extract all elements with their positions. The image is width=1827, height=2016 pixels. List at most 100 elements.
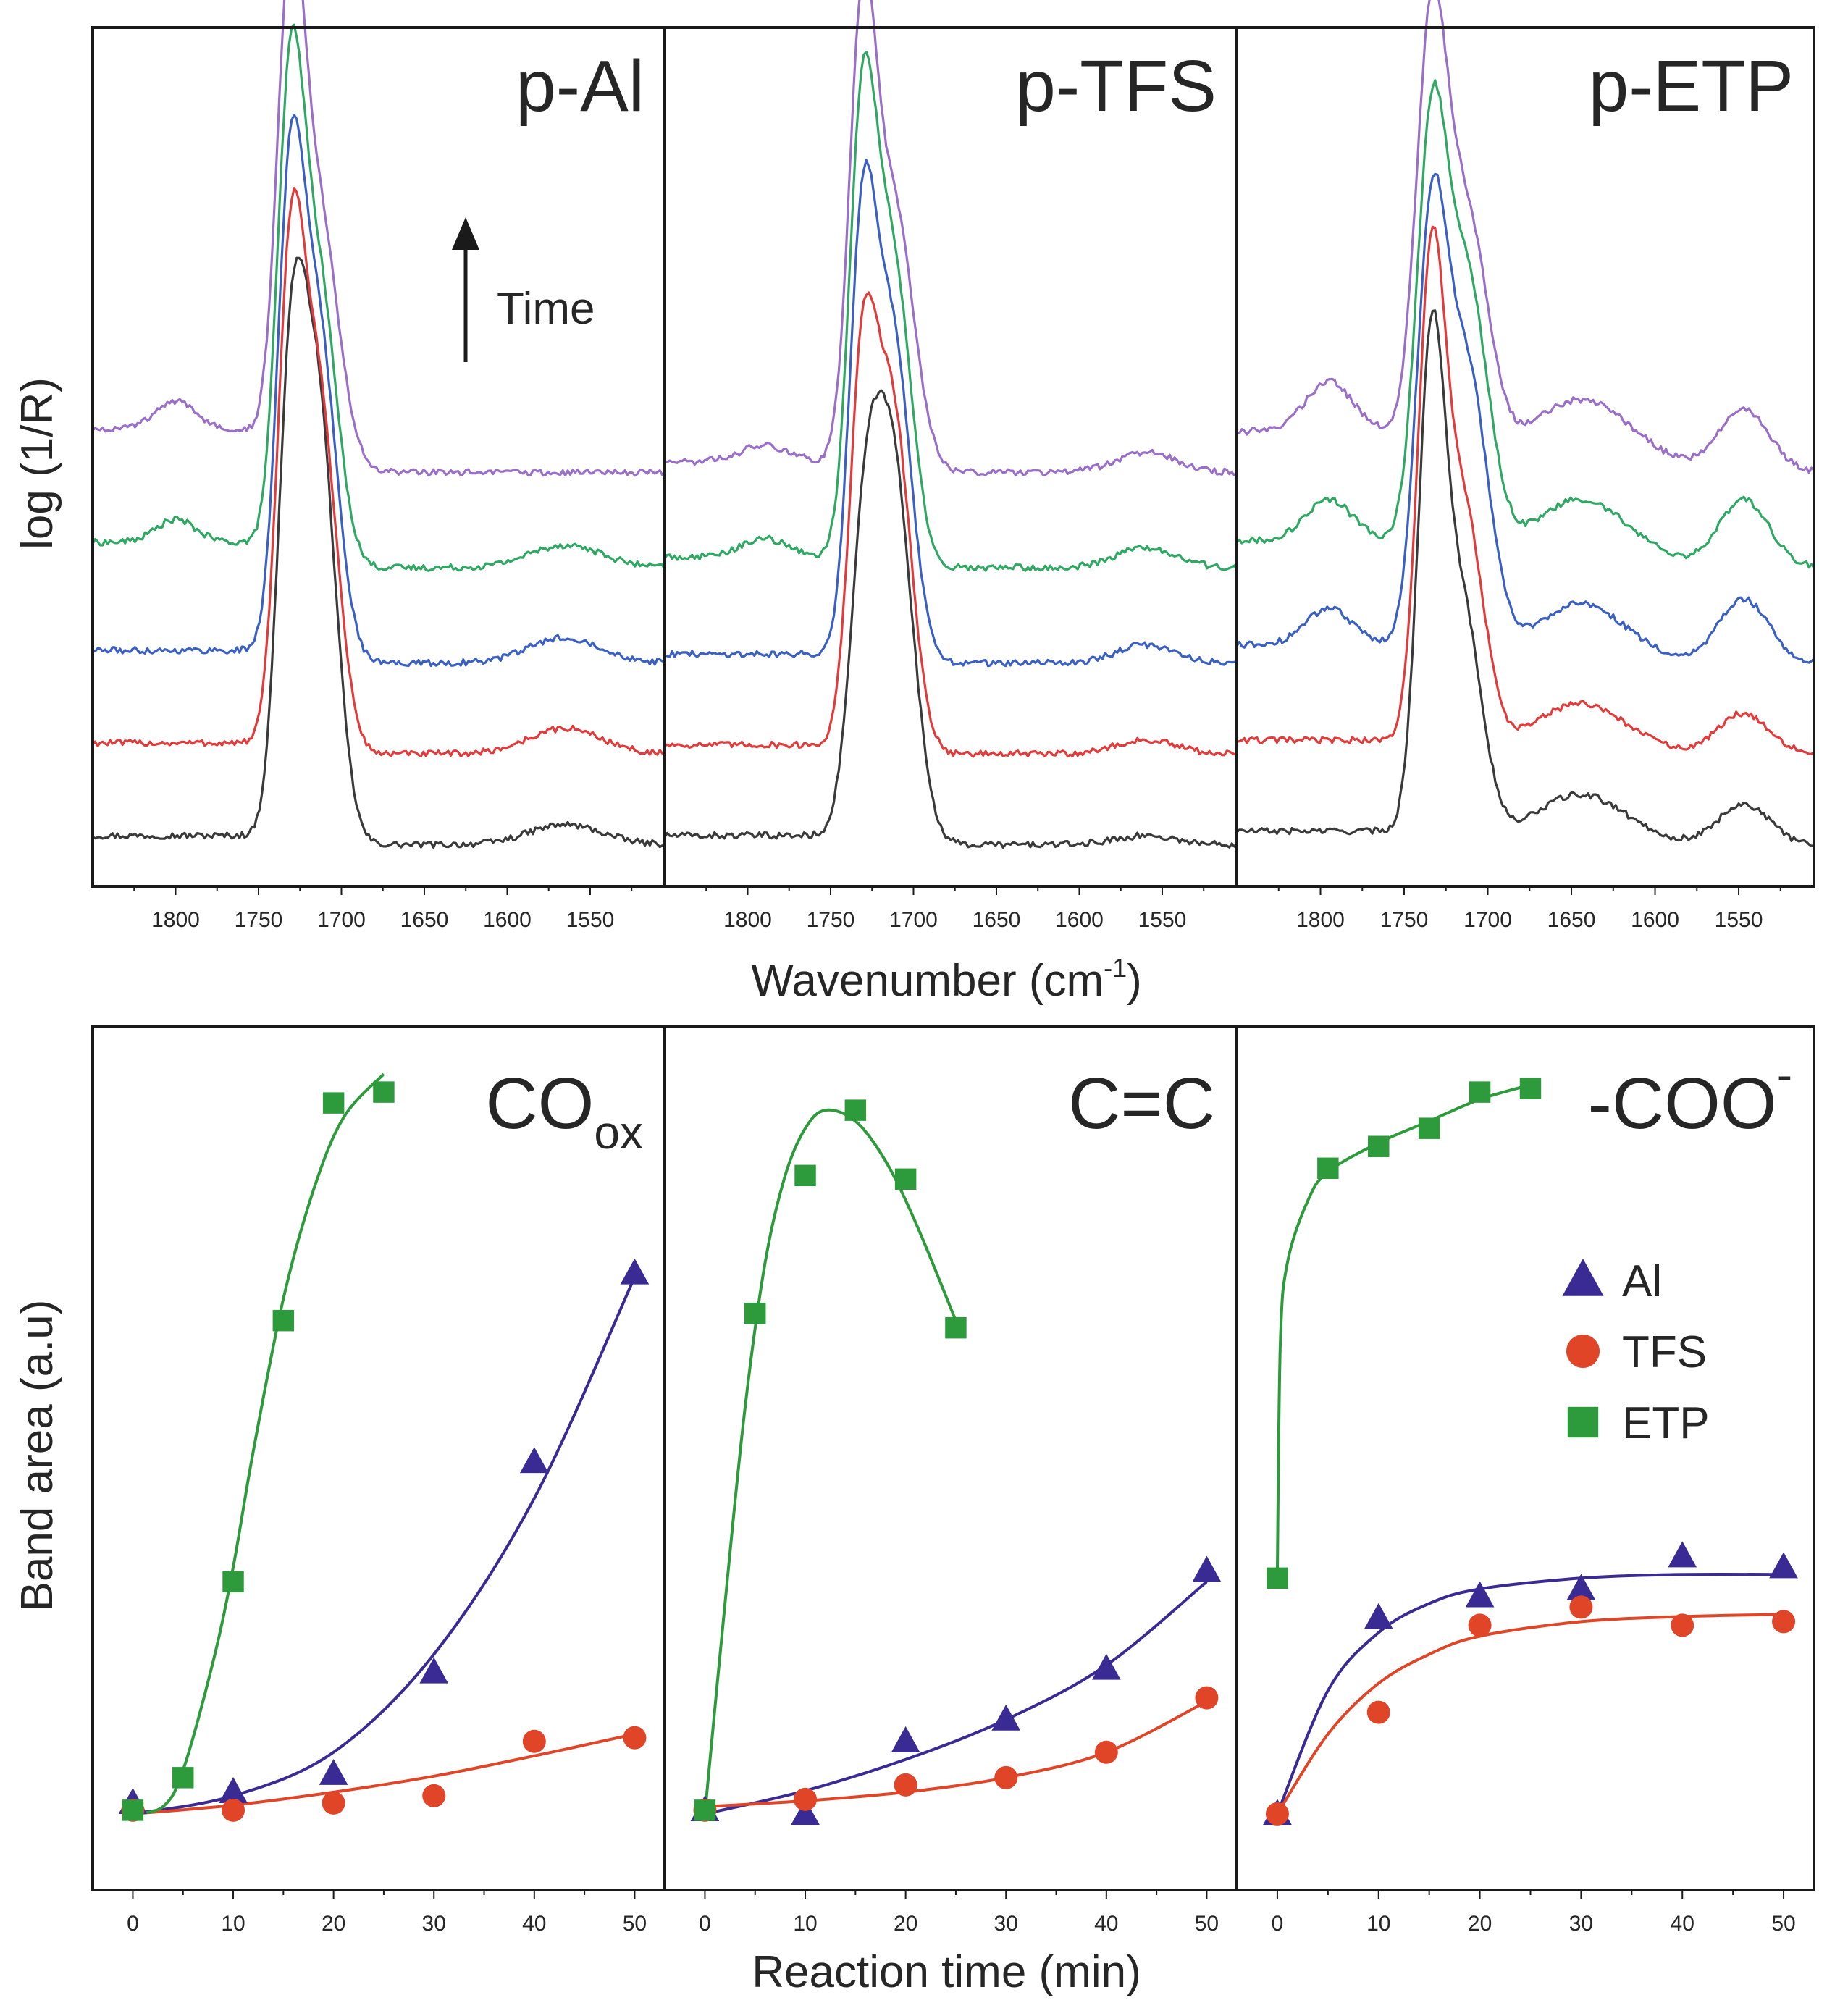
marker-circle xyxy=(1569,1595,1593,1619)
marker-circle xyxy=(1094,1740,1118,1764)
x-tick-label: 1600 xyxy=(1631,908,1679,932)
spectrum-line xyxy=(1235,172,1815,664)
marker-circle xyxy=(222,1798,245,1822)
x-tick-label: 1750 xyxy=(807,908,855,932)
x-tick-label: 1600 xyxy=(1055,908,1104,932)
marker-triangle xyxy=(891,1726,920,1752)
plot-frame xyxy=(91,1025,1815,1891)
marker-triangle xyxy=(991,1704,1021,1731)
marker-square xyxy=(1567,1406,1599,1438)
x-tick-label: 20 xyxy=(322,1912,345,1936)
x-tick-label: 1700 xyxy=(1463,908,1512,932)
marker-square xyxy=(222,1571,244,1593)
x-tick-label: 40 xyxy=(1671,1912,1694,1936)
panel-title-main: CO xyxy=(485,1063,594,1144)
marker-square xyxy=(122,1799,144,1821)
x-axis-title-close: ) xyxy=(1127,956,1142,1006)
panel-title: -COO- xyxy=(1588,1049,1792,1144)
legend: Al TFS ETP xyxy=(1562,1256,1710,1448)
x-tick-label: 10 xyxy=(793,1912,817,1936)
legend-label-etp: ETP xyxy=(1622,1398,1710,1448)
x-axis-title: Wavenumber (cm-1) xyxy=(751,953,1142,1006)
fit-line-etp xyxy=(1275,1083,1532,1575)
x-tick-label: 1750 xyxy=(1380,908,1429,932)
time-arrow-head xyxy=(452,217,479,250)
spectrum-panel-3: 1800 1750 1700 1650 1600 1550 p-ETP xyxy=(1235,0,1815,932)
plot-frame xyxy=(91,26,1815,888)
marker-triangle xyxy=(1364,1603,1393,1629)
legend-label-al: Al xyxy=(1622,1256,1662,1306)
marker-triangle xyxy=(419,1657,449,1684)
marker-square xyxy=(694,1799,716,1821)
x-tick-label: 10 xyxy=(221,1912,245,1936)
marker-square xyxy=(744,1302,766,1324)
x-tick-label: 40 xyxy=(1094,1912,1118,1936)
marker-circle xyxy=(1566,1335,1600,1368)
marker-triangle xyxy=(1562,1259,1604,1296)
spectra-chart: 1800 1750 1700 1650 1600 1550 p-Al 1800 1750 1700… xyxy=(12,0,1815,1006)
x-tick-label: 1550 xyxy=(1138,908,1187,932)
spectrum-line xyxy=(91,0,666,477)
x-tick-label: 20 xyxy=(1468,1912,1492,1936)
band-panel-2: 0 10 20 30 40 50 C=C xyxy=(690,1063,1222,1936)
marker-circle xyxy=(1468,1613,1492,1637)
marker-triangle xyxy=(319,1758,348,1785)
marker-triangle xyxy=(219,1777,248,1803)
x-axis-title-main: Wavenumber (cm xyxy=(751,956,1104,1006)
x-tick-label: 1650 xyxy=(973,908,1021,932)
y-axis-title: Band area (a.u) xyxy=(12,1300,62,1612)
band-area-chart: 0 10 20 30 40 50 COox 0 10 20 30 40 50 C=C 0 10 20 30 40 50… xyxy=(12,1025,1815,1997)
panel-title: C=C xyxy=(1068,1063,1215,1144)
x-tick-label: 1650 xyxy=(1547,908,1596,932)
spectrum-line xyxy=(92,114,665,668)
x-tick-label: 30 xyxy=(422,1912,446,1936)
fit-line-al xyxy=(1276,1572,1784,1815)
spectrum-line xyxy=(1236,225,1815,755)
marker-triangle xyxy=(1465,1581,1495,1608)
legend-label-tfs: TFS xyxy=(1622,1327,1707,1377)
marker-circle xyxy=(322,1791,345,1815)
marker-triangle xyxy=(791,1799,820,1826)
marker-circle xyxy=(623,1726,647,1750)
marker-circle xyxy=(794,1787,818,1811)
panel-title: p-TFS xyxy=(1015,46,1217,127)
panel-title: p-Al xyxy=(516,46,644,127)
panel-title: COox xyxy=(485,1063,643,1159)
spectrum-line xyxy=(92,256,665,849)
x-tick-label: 1700 xyxy=(317,908,366,932)
marker-triangle xyxy=(1769,1552,1798,1579)
marker-square xyxy=(373,1081,395,1103)
spectrum-line xyxy=(91,187,665,757)
marker-circle xyxy=(422,1784,446,1807)
x-axis-title-superscript: -1 xyxy=(1104,953,1127,983)
marker-square xyxy=(1317,1157,1339,1180)
fit-line-al xyxy=(133,1276,637,1815)
x-tick-label: 1550 xyxy=(1715,908,1763,932)
fit-line-etp xyxy=(132,1072,385,1815)
marker-square xyxy=(322,1092,345,1114)
marker-triangle xyxy=(1566,1574,1596,1600)
x-tick-label: 1800 xyxy=(151,908,200,932)
marker-circle xyxy=(522,1729,546,1753)
x-tick-label: 1800 xyxy=(1296,908,1345,932)
x-tick-label: 0 xyxy=(127,1912,139,1936)
marker-square xyxy=(1469,1081,1491,1103)
band-panel-3: 0 10 20 30 40 50 -COO- xyxy=(1263,1049,1798,1936)
spectrum-panel-2: 1800 1750 1700 1650 1600 1550 p-TFS xyxy=(663,0,1238,932)
x-tick-label: 50 xyxy=(623,1912,647,1936)
spectrum-line xyxy=(664,159,1238,668)
spectrum-line xyxy=(1235,309,1815,847)
spectrum-line xyxy=(1236,79,1815,569)
x-tick-label: 1700 xyxy=(889,908,938,932)
marker-triangle xyxy=(1091,1653,1121,1680)
marker-circle xyxy=(1195,1686,1219,1710)
x-tick-label: 1750 xyxy=(235,908,283,932)
spectrum-line xyxy=(664,291,1238,758)
marker-square xyxy=(1418,1117,1440,1139)
fit-line-tfs xyxy=(133,1732,635,1815)
x-tick-label: 30 xyxy=(994,1912,1018,1936)
fit-line-tfs xyxy=(1276,1613,1784,1815)
x-tick-label: 50 xyxy=(1195,1912,1219,1936)
x-tick-label: 10 xyxy=(1366,1912,1390,1936)
